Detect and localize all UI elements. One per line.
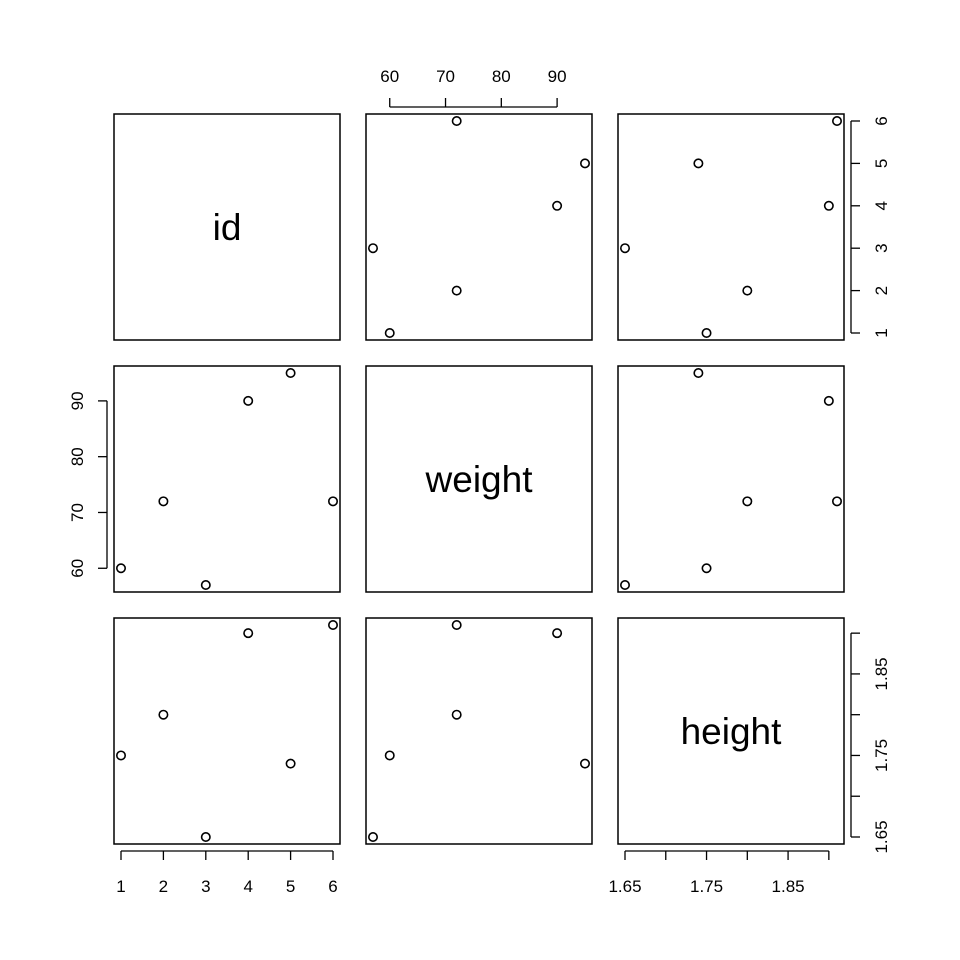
data-point-4: [243, 395, 254, 406]
panel-frame: [617, 617, 845, 845]
data-point-2: [742, 496, 753, 507]
data-point-1: [384, 750, 395, 761]
x-tick-label-id: 5: [286, 877, 295, 896]
data-point-4: [243, 628, 254, 639]
y-tick-label-weight: 60: [68, 559, 87, 578]
x-tick-label-height: 1.75: [690, 877, 723, 896]
data-point-1: [701, 563, 712, 574]
right-tick-label-height: 1.75: [872, 739, 891, 772]
data-point-1: [384, 327, 395, 338]
panel-frame: [113, 617, 341, 845]
data-point-5: [579, 158, 590, 169]
data-point-6: [327, 619, 338, 630]
data-point-6: [831, 116, 842, 127]
panel-weight-vs-id: [113, 365, 341, 593]
data-point-1: [701, 327, 712, 338]
x-tick-label-id: 6: [328, 877, 337, 896]
data-point-5: [693, 367, 704, 378]
panel-frame: [113, 113, 341, 341]
panel-frame: [113, 365, 341, 593]
data-point-4: [552, 200, 563, 211]
right-tick-label-id: 5: [872, 159, 891, 168]
right-tick-label-height: 1.65: [872, 820, 891, 853]
panel-height-vs-weight: [365, 617, 593, 845]
x-tick-label-id: 1: [116, 877, 125, 896]
right-tick-label-id: 1: [872, 328, 891, 337]
panel-frame: [365, 617, 593, 845]
x-tick-label-id: 3: [201, 877, 210, 896]
diagonal-label-id: id: [213, 207, 242, 248]
data-point-3: [619, 579, 630, 590]
panel-weight-vs-weight: weight: [365, 365, 593, 593]
panel-frame: [365, 113, 593, 341]
data-point-5: [285, 758, 296, 769]
data-point-2: [451, 709, 462, 720]
top-tick-label-weight: 90: [548, 67, 567, 86]
y-tick-label-weight: 70: [68, 503, 87, 522]
panel-height-vs-id: [113, 617, 341, 845]
data-point-2: [158, 709, 169, 720]
data-point-6: [451, 116, 462, 127]
data-point-3: [367, 831, 378, 842]
data-point-1: [116, 750, 127, 761]
data-point-3: [200, 831, 211, 842]
data-point-2: [742, 285, 753, 296]
top-tick-label-weight: 80: [492, 67, 511, 86]
data-point-1: [116, 563, 127, 574]
data-point-6: [451, 619, 462, 630]
right-tick-label-id: 4: [872, 201, 891, 210]
data-point-5: [579, 758, 590, 769]
panel-weight-vs-height: [617, 365, 845, 593]
data-point-2: [158, 496, 169, 507]
x-tick-label-height: 1.85: [772, 877, 805, 896]
panel-frame: [617, 113, 845, 341]
data-point-6: [327, 496, 338, 507]
data-point-3: [619, 243, 630, 254]
y-tick-label-weight: 80: [68, 447, 87, 466]
panel-frame: [617, 365, 845, 593]
data-point-4: [823, 395, 834, 406]
panel-id-vs-height: [617, 113, 845, 341]
data-point-3: [367, 243, 378, 254]
data-point-5: [285, 367, 296, 378]
y-tick-label-weight: 90: [68, 391, 87, 410]
data-point-4: [552, 628, 563, 639]
data-point-3: [200, 579, 211, 590]
data-point-6: [831, 496, 842, 507]
right-tick-label-id: 2: [872, 286, 891, 295]
panel-frame: [365, 365, 593, 593]
data-point-5: [693, 158, 704, 169]
panel-id-vs-id: id: [113, 113, 341, 341]
data-point-2: [451, 285, 462, 296]
panel-height-vs-height: height: [617, 617, 845, 845]
x-tick-label-id: 2: [159, 877, 168, 896]
right-tick-label-id: 6: [872, 116, 891, 125]
x-tick-label-id: 4: [243, 877, 252, 896]
right-tick-label-height: 1.85: [872, 657, 891, 690]
top-tick-label-weight: 70: [436, 67, 455, 86]
diagonal-label-weight: weight: [425, 459, 534, 500]
panel-id-vs-weight: [365, 113, 593, 341]
x-tick-label-height: 1.65: [608, 877, 641, 896]
top-tick-label-weight: 60: [380, 67, 399, 86]
right-tick-label-id: 3: [872, 243, 891, 252]
data-point-4: [823, 200, 834, 211]
diagonal-label-height: height: [681, 711, 783, 752]
